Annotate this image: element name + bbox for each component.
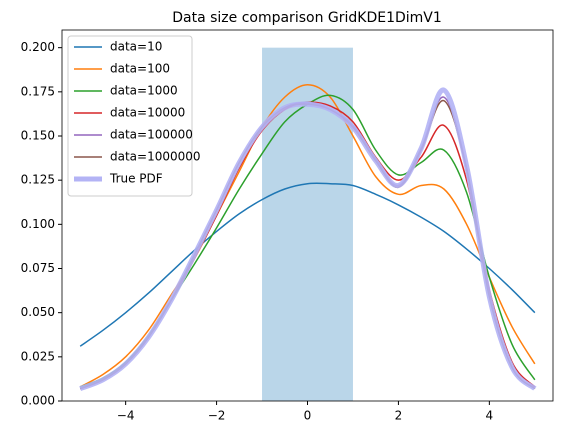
y-tick-label: 0.100 [21, 217, 55, 231]
y-tick-label: 0.200 [21, 40, 55, 54]
legend-label: data=1000000 [110, 150, 201, 164]
shaded-region [262, 47, 353, 402]
y-tick-label: 0.075 [21, 261, 55, 275]
legend-label: data=10000 [110, 106, 185, 120]
data-line [79, 87, 537, 391]
legend-label: True PDF [109, 172, 163, 186]
y-tick-label: 0.000 [21, 394, 55, 408]
data-line [79, 182, 536, 347]
y-tick-label: 0.025 [21, 349, 55, 363]
y-tick-label: 0.150 [21, 129, 55, 143]
chart-title: Data size comparison GridKDE1DimV1 [172, 10, 442, 26]
x-tick-label: −4 [117, 409, 135, 423]
y-tick-label: 0.175 [21, 84, 55, 98]
legend-label: data=10 [110, 40, 162, 54]
x-tick-label: 4 [486, 409, 494, 423]
legend-box [67, 35, 193, 197]
y-tick-label: 0.125 [21, 173, 55, 187]
legend-label: data=100 [110, 62, 170, 76]
x-tick-label: 2 [395, 409, 403, 423]
y-tick-label: 0.050 [21, 305, 55, 319]
x-tick-label: 0 [304, 409, 312, 423]
legend-label: data=100000 [110, 128, 193, 142]
x-tick-label: −2 [208, 409, 226, 423]
plot-frame [61, 29, 554, 402]
legend-label: data=1000 [110, 84, 178, 98]
data-line [79, 84, 536, 388]
